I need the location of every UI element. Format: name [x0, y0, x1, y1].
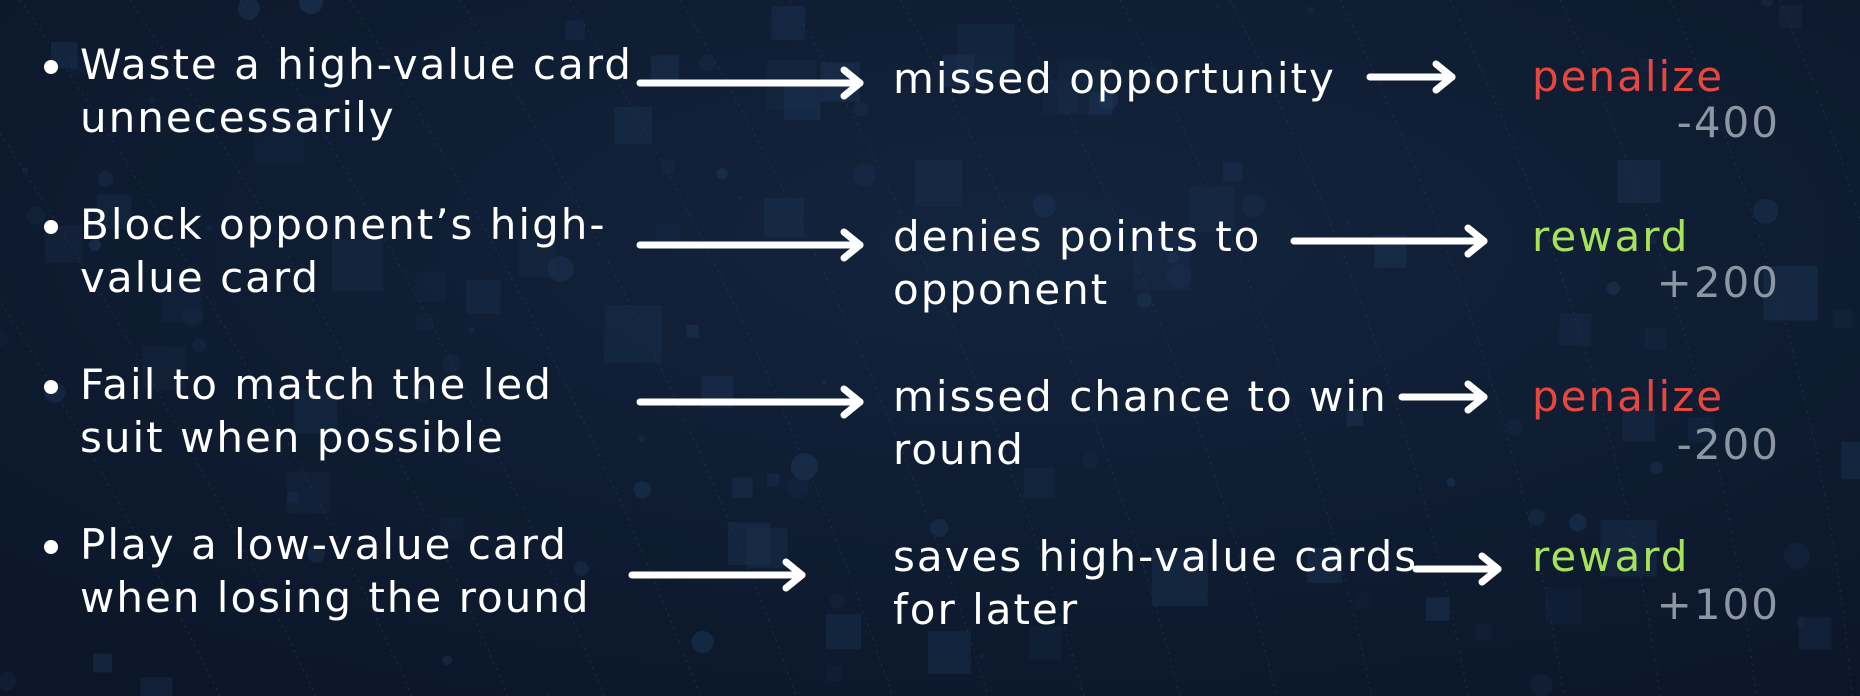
bullet-dot — [44, 380, 58, 394]
consequence-text: missed chance to win round — [893, 372, 1388, 474]
arrow-right-icon — [636, 66, 864, 100]
arrow-right-icon — [1366, 60, 1456, 94]
action-text: Play a low-value card when losing the ro… — [80, 520, 591, 622]
verdict-label: reward — [1532, 532, 1690, 581]
score-value: +200 — [1656, 258, 1780, 307]
verdict-label: penalize — [1532, 52, 1725, 101]
arrow-right-icon — [636, 385, 864, 419]
score-value: -400 — [1676, 98, 1780, 147]
arrow-right-icon — [1290, 224, 1488, 258]
consequence-text: saves high-value cards for later — [893, 532, 1419, 634]
verdict-label: penalize — [1532, 372, 1725, 421]
arrow-right-icon — [636, 228, 864, 262]
arrow-right-icon — [628, 558, 806, 592]
score-value: +100 — [1656, 580, 1780, 629]
rule-row-play-low-card: Play a low-value card when losing the ro… — [0, 518, 1860, 668]
verdict-label: reward — [1532, 212, 1690, 261]
consequence-text: missed opportunity — [893, 54, 1336, 103]
bullet-dot — [44, 220, 58, 234]
arrow-right-icon — [1412, 552, 1502, 586]
action-text: Block opponent’s high- value card — [80, 200, 607, 302]
arrow-right-icon — [1398, 380, 1488, 414]
bullet-dot — [44, 540, 58, 554]
rule-row-block-opponent: Block opponent’s high- value card denies… — [0, 198, 1860, 348]
score-value: -200 — [1676, 420, 1780, 469]
consequence-text: denies points to opponent — [893, 212, 1262, 314]
rule-row-fail-match-suit: Fail to match the led suit when possible… — [0, 358, 1860, 508]
rule-row-waste-card: Waste a high-value card unnecessarily mi… — [0, 38, 1860, 188]
bullet-dot — [44, 60, 58, 74]
action-text: Waste a high-value card unnecessarily — [80, 40, 633, 142]
action-text: Fail to match the led suit when possible — [80, 360, 553, 462]
